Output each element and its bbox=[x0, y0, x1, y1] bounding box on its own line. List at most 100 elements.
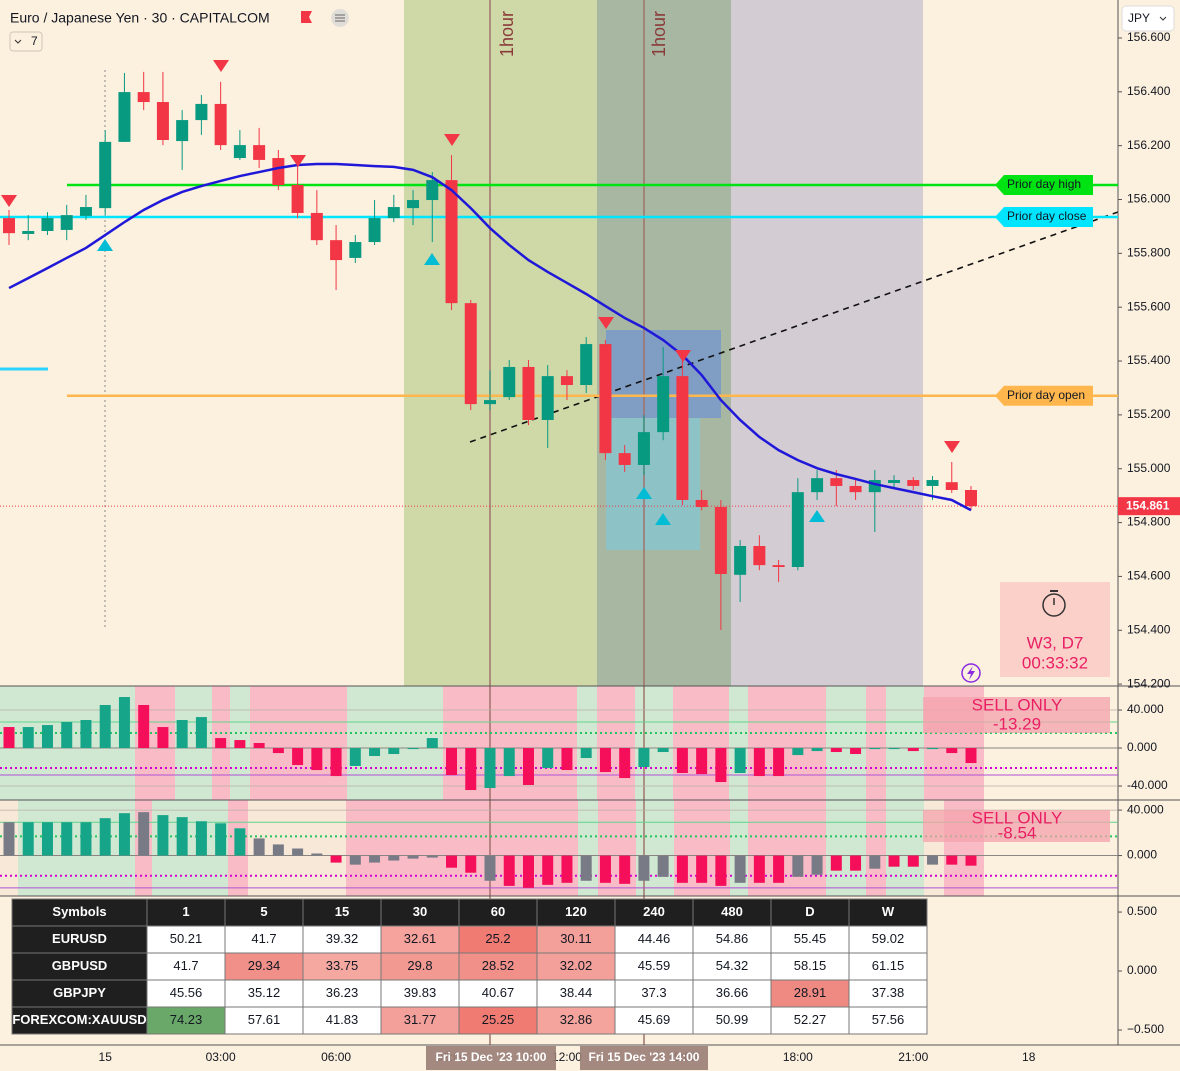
sell-arrow bbox=[675, 350, 691, 362]
table-header-cell bbox=[848, 898, 928, 927]
candle-body bbox=[253, 145, 266, 160]
table-header: 240 bbox=[643, 904, 665, 919]
table-value: 35.12 bbox=[248, 985, 281, 1000]
candle-body bbox=[791, 492, 804, 567]
table-value: 41.7 bbox=[173, 958, 198, 973]
table-value: 25.2 bbox=[485, 931, 510, 946]
table-cell bbox=[848, 979, 928, 1008]
session-annotation: 1hour bbox=[649, 11, 669, 57]
table-value: 32.61 bbox=[404, 931, 437, 946]
crosshair-time-box bbox=[580, 1046, 708, 1070]
histogram-bar bbox=[734, 748, 746, 774]
signal-arrows bbox=[97, 239, 825, 525]
table-value: 28.52 bbox=[482, 958, 515, 973]
histogram-bar bbox=[253, 838, 265, 856]
signal-value: -8.54 bbox=[998, 823, 1037, 842]
table-value: 54.86 bbox=[716, 931, 749, 946]
panel-stripe bbox=[748, 686, 826, 800]
table-cell bbox=[692, 979, 772, 1008]
candle-body bbox=[830, 478, 843, 486]
sell-arrow bbox=[944, 441, 960, 453]
panel-stripe bbox=[866, 686, 886, 800]
candle-body bbox=[291, 184, 304, 213]
y-tick-label: 155.600 bbox=[1127, 299, 1171, 313]
panel-stripe bbox=[443, 686, 577, 800]
table-value: 45.56 bbox=[170, 985, 203, 1000]
histogram-bar bbox=[349, 748, 361, 766]
flag-icon[interactable] bbox=[301, 11, 312, 23]
histogram-bar bbox=[946, 748, 958, 754]
histogram-bar bbox=[869, 855, 881, 869]
panel-stripe bbox=[346, 800, 444, 896]
panel-stripe bbox=[636, 800, 674, 896]
buy-arrow bbox=[809, 510, 825, 522]
signal-text: SELL ONLY bbox=[972, 695, 1063, 714]
table-header: Symbols bbox=[52, 904, 106, 919]
panel-stripe bbox=[886, 686, 924, 800]
histogram-bar bbox=[388, 748, 400, 755]
buy-arrow bbox=[655, 513, 671, 525]
histogram-bar bbox=[80, 720, 92, 749]
table-header: 60 bbox=[491, 904, 505, 919]
histogram-bar bbox=[234, 828, 246, 856]
histogram-bar bbox=[830, 748, 842, 753]
indicator-toggle[interactable] bbox=[9, 31, 43, 52]
panel-stripe bbox=[866, 800, 886, 896]
histogram-bar bbox=[542, 748, 554, 769]
table-header: W bbox=[882, 904, 895, 919]
candle-body bbox=[368, 218, 381, 243]
candle-body bbox=[657, 376, 670, 433]
y-tick-label: 40.000 bbox=[1127, 802, 1164, 816]
table-header-cell bbox=[224, 898, 304, 927]
candle-body bbox=[676, 376, 689, 500]
panel-stripe bbox=[578, 800, 598, 896]
histogram-bar bbox=[330, 855, 342, 863]
histogram-bar bbox=[811, 855, 823, 875]
table-symbol-cell bbox=[11, 979, 148, 1008]
currency-button[interactable] bbox=[1121, 5, 1175, 32]
x-tick-label: 06:00 bbox=[321, 1050, 351, 1064]
table-value: 57.61 bbox=[248, 1012, 281, 1027]
x-tick-label: 18:00 bbox=[783, 1050, 813, 1064]
plot: 154.200 154.400 154.600 154.800 155.000 155.2… bbox=[0, 11, 1171, 1064]
y-tick-label: -40.000 bbox=[1127, 778, 1168, 792]
histogram-bar bbox=[792, 748, 804, 756]
chevron bbox=[1159, 16, 1167, 21]
crosshair-time-box bbox=[426, 1046, 556, 1070]
histogram-bar bbox=[446, 855, 458, 868]
table-value: 59.02 bbox=[872, 931, 905, 946]
panel-stripe bbox=[886, 800, 924, 896]
sell-arrow bbox=[1, 195, 17, 207]
candle-body bbox=[407, 200, 420, 209]
candle-body bbox=[349, 242, 362, 258]
timer-box bbox=[1000, 582, 1110, 677]
y-tick-label: 0.000 bbox=[1127, 848, 1157, 862]
table-cell bbox=[146, 979, 226, 1008]
y-tick-label: 154.800 bbox=[1127, 515, 1171, 529]
crosshair-time-label: Fri 15 Dec '23 10:00 bbox=[436, 1050, 547, 1064]
table-cell bbox=[302, 952, 382, 981]
table-cell bbox=[848, 952, 928, 981]
table-value: 41.83 bbox=[326, 1012, 359, 1027]
stopwatch-icon bbox=[1042, 593, 1066, 617]
histogram-bar bbox=[22, 727, 34, 749]
histogram-bar bbox=[369, 855, 381, 863]
panel-stripe bbox=[635, 686, 673, 800]
y-tick-label: 155.200 bbox=[1127, 407, 1171, 421]
table-value: 74.23 bbox=[170, 1012, 203, 1027]
panel-stripe bbox=[577, 686, 597, 800]
histogram-bar bbox=[138, 705, 150, 749]
histogram-bar bbox=[638, 748, 650, 768]
y-tick-label: 154.400 bbox=[1127, 622, 1171, 636]
histogram-bar bbox=[426, 738, 438, 749]
y-tick-label: 156.200 bbox=[1127, 138, 1171, 152]
table-symbol: GBPUSD bbox=[52, 958, 108, 973]
candle-body bbox=[310, 212, 323, 241]
histogram-bar bbox=[234, 740, 246, 749]
table-value: 32.86 bbox=[560, 1012, 593, 1027]
histogram-bar bbox=[696, 748, 708, 775]
candle-body bbox=[195, 103, 208, 121]
candle-body bbox=[41, 218, 54, 231]
histogram-bar bbox=[907, 855, 919, 867]
